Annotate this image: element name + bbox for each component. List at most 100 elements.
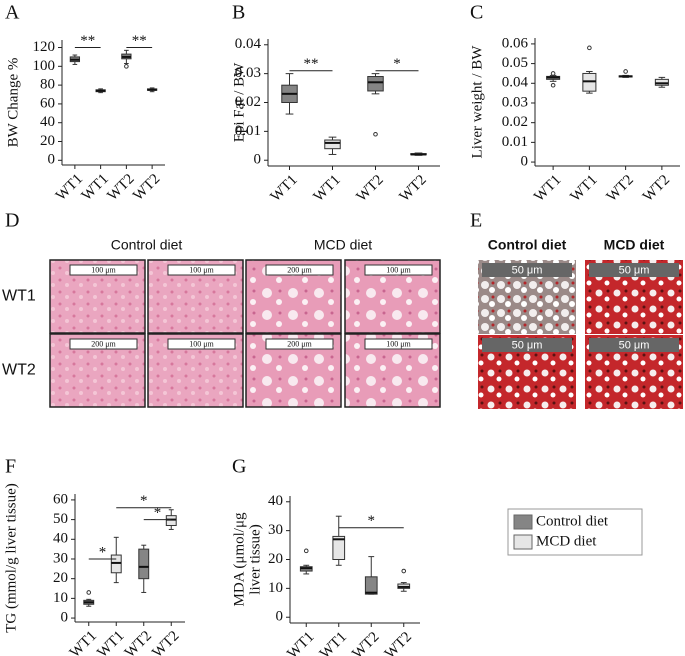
scale-bar — [364, 264, 433, 276]
x-tick-label: WT1 — [317, 629, 350, 656]
legend-label: Control diet — [536, 513, 609, 529]
scale-bar-label: 200 μm — [287, 339, 312, 348]
scale-bar — [69, 264, 138, 276]
y-axis-label: Epi Fat / BW — [231, 62, 247, 142]
scale-bar-label: 100 μm — [386, 265, 411, 274]
y-axis-label: liver tissue) — [247, 524, 263, 594]
scale-bar-label: 200 μm — [91, 339, 116, 348]
y-tick-label: 0 — [48, 152, 56, 168]
scale-bar — [482, 338, 572, 352]
x-tick-label: WT2 — [382, 629, 415, 656]
y-tick-label: 30 — [268, 522, 283, 538]
panel-letter: A — [5, 2, 20, 24]
y-tick-label: 0 — [521, 153, 529, 169]
x-tick-label: WT2 — [349, 629, 382, 656]
scale-bar — [265, 338, 334, 350]
y-tick-label: 120 — [33, 39, 56, 55]
outlier — [550, 82, 556, 88]
column-header: Control diet — [111, 237, 183, 253]
scale-bar — [482, 263, 572, 277]
x-tick-label: WT1 — [268, 172, 301, 205]
y-tick-label: 40 — [40, 114, 55, 130]
scale-bar-label: 200 μm — [287, 265, 312, 274]
legend-swatch — [513, 534, 533, 550]
scale-bar-label: 100 μm — [386, 339, 411, 348]
y-tick-label: 0.04 — [235, 36, 262, 52]
x-tick-label: WT1 — [53, 171, 86, 204]
y-tick-label: 20 — [53, 570, 68, 586]
x-tick-label: WT2 — [397, 172, 430, 205]
row-header: WT1 — [2, 288, 36, 305]
scale-bar-label: 50 μm — [619, 339, 650, 351]
y-tick-label: 10 — [53, 590, 68, 606]
outlier — [401, 568, 407, 574]
panel-letter: F — [5, 456, 16, 478]
x-tick-label: WT1 — [94, 628, 127, 656]
scale-bar — [167, 338, 236, 350]
y-tick-label: 0.04 — [502, 75, 529, 91]
row-header: WT2 — [2, 362, 36, 379]
x-tick-label: WT2 — [122, 628, 155, 656]
scale-bar — [69, 338, 138, 350]
outlier — [550, 71, 556, 76]
y-tick-label: 0.02 — [502, 114, 528, 130]
scale-bar-label: 50 μm — [512, 339, 543, 351]
scale-bar — [167, 264, 236, 276]
panel-letter: G — [232, 456, 246, 478]
x-tick-label: WT1 — [568, 172, 601, 205]
panel-letter: B — [232, 2, 245, 24]
y-axis-label: MDA (μmol/μg — [231, 512, 247, 607]
significance-label: * — [140, 493, 148, 509]
y-tick-label: 100 — [33, 58, 56, 74]
x-tick-label: WT1 — [311, 172, 344, 205]
significance-label: * — [368, 513, 376, 529]
y-tick-label: 0.01 — [502, 134, 528, 150]
scale-bar-label: 100 μm — [189, 265, 214, 274]
y-tick-label: 0.05 — [502, 55, 528, 71]
y-tick-label: 0 — [276, 609, 284, 625]
y-tick-label: 60 — [40, 95, 55, 111]
panel-letter: E — [470, 210, 482, 232]
outlier — [124, 64, 129, 69]
y-tick-label: 0.06 — [502, 35, 529, 51]
y-tick-label: 80 — [40, 77, 55, 93]
y-tick-label: 0 — [61, 609, 69, 625]
column-header: Control diet — [488, 237, 567, 253]
y-axis-label: Liver weight / BW — [469, 45, 485, 159]
legend-label: MCD diet — [536, 533, 597, 549]
x-tick-label: WT1 — [531, 172, 564, 205]
box — [367, 76, 384, 92]
scale-bar — [589, 338, 679, 352]
scale-bar — [265, 264, 334, 276]
x-tick-label: WT2 — [130, 171, 163, 204]
y-tick-label: 10 — [268, 580, 283, 596]
legend-swatch — [513, 514, 533, 530]
y-tick-label: 0.03 — [502, 94, 528, 110]
y-tick-label: 0.03 — [235, 65, 261, 81]
significance-label: * — [393, 56, 401, 72]
box — [138, 548, 150, 580]
x-tick-label: WT2 — [640, 172, 673, 205]
y-tick-label: 0.01 — [235, 123, 261, 139]
y-tick-label: 0.02 — [235, 94, 261, 110]
significance-label: ** — [80, 33, 95, 49]
x-tick-label: WT1 — [284, 629, 317, 656]
y-tick-label: 40 — [53, 531, 68, 547]
column-header: MCD diet — [314, 237, 372, 253]
x-tick-label: WT1 — [79, 171, 112, 204]
y-tick-label: 20 — [268, 551, 283, 567]
outlier — [587, 45, 592, 51]
box — [364, 576, 378, 595]
significance-label: ** — [132, 33, 147, 49]
x-tick-label: WT2 — [105, 171, 138, 204]
scale-bar-label: 50 μm — [512, 264, 543, 276]
outlier — [86, 590, 92, 595]
x-tick-label: WT2 — [354, 172, 387, 205]
x-tick-label: WT2 — [604, 172, 637, 205]
y-tick-label: 50 — [53, 511, 68, 527]
box — [324, 139, 341, 150]
y-tick-label: 40 — [268, 493, 283, 509]
scale-bar-label: 100 μm — [189, 339, 214, 348]
box — [332, 535, 346, 561]
